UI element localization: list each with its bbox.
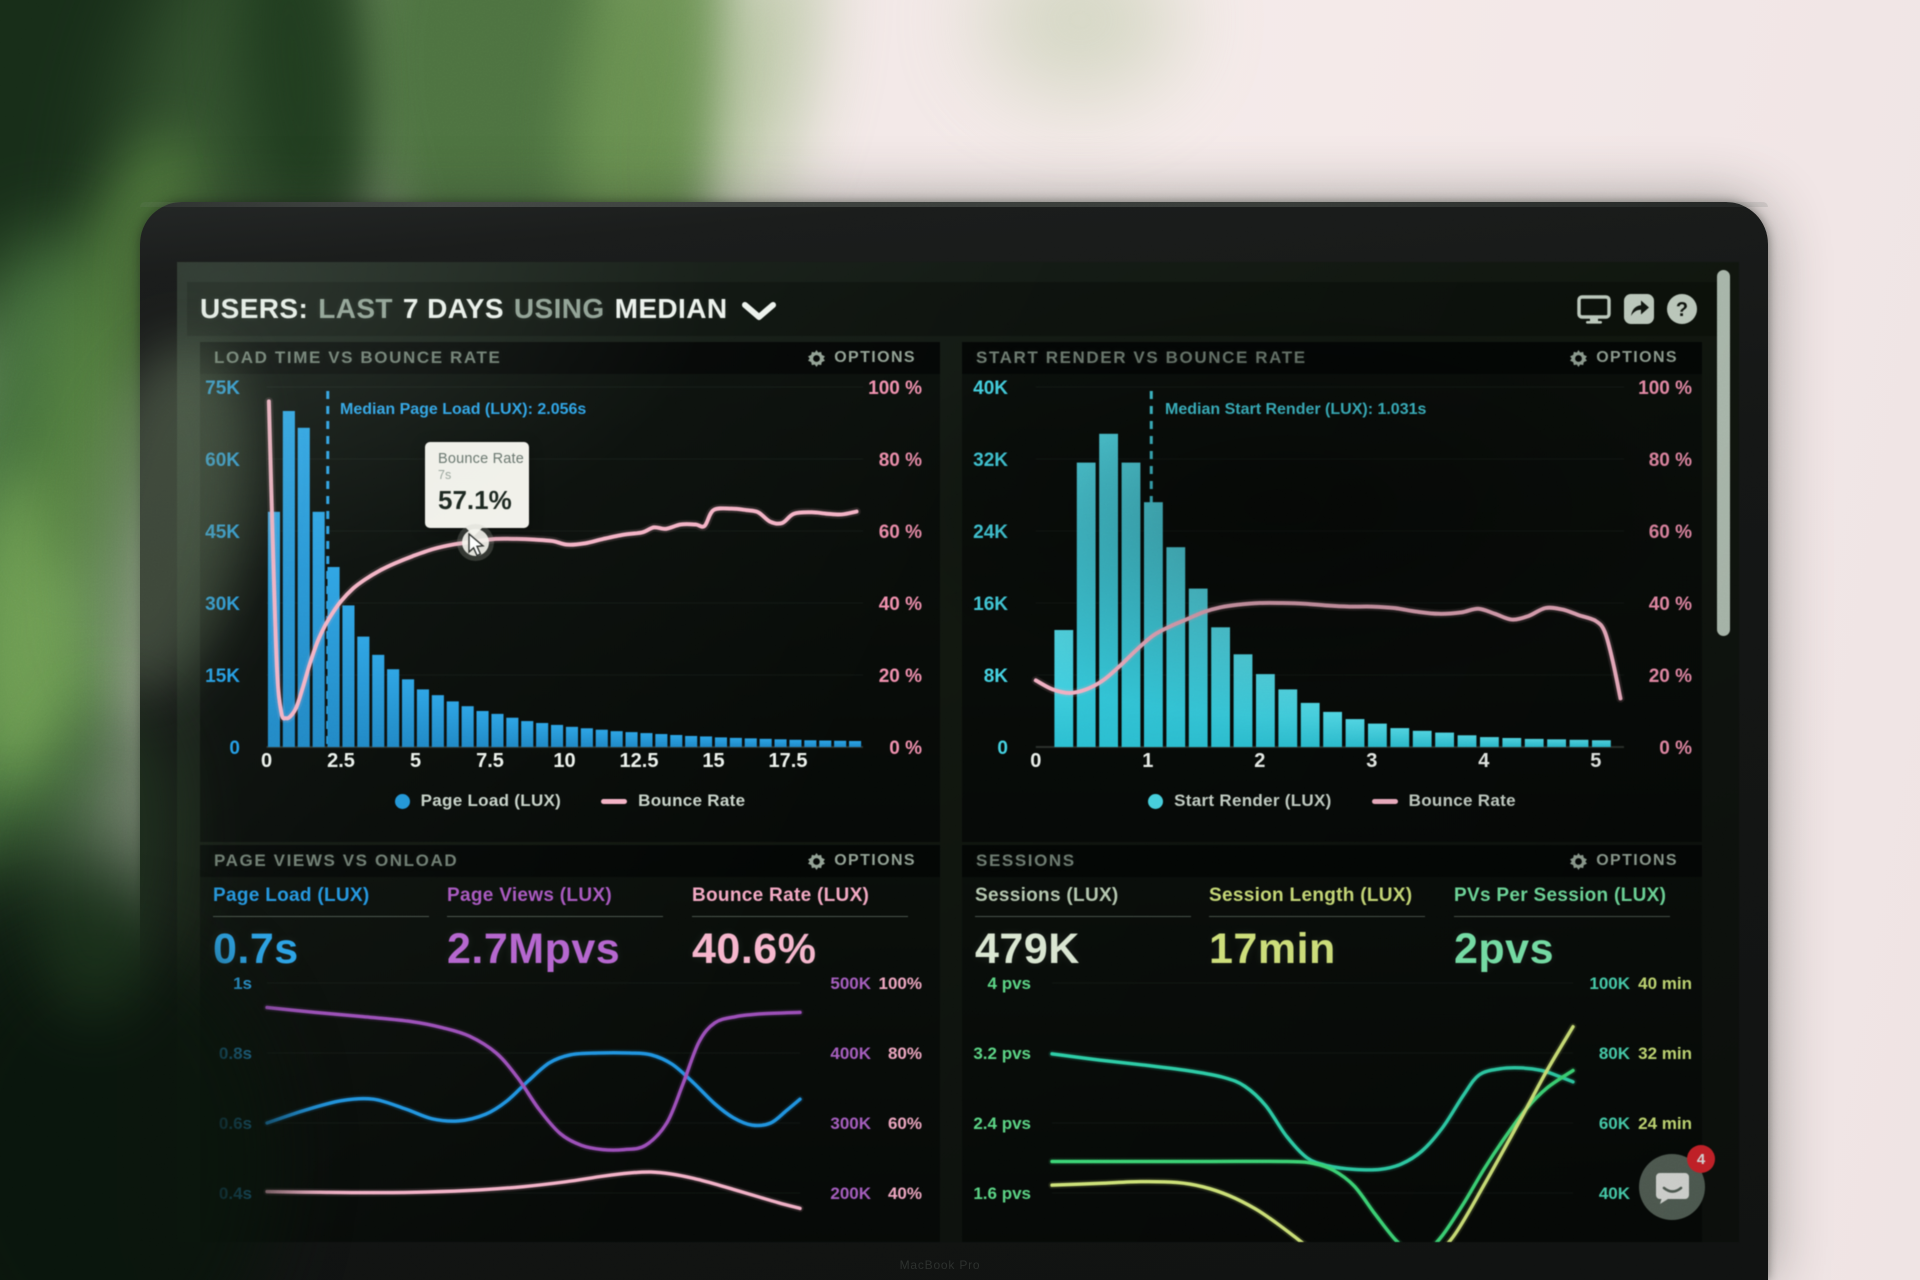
photo-scene: USERS:LAST7 DAYSUSINGMEDIAN (0, 0, 1920, 1280)
photo-vignette (0, 0, 1920, 1280)
